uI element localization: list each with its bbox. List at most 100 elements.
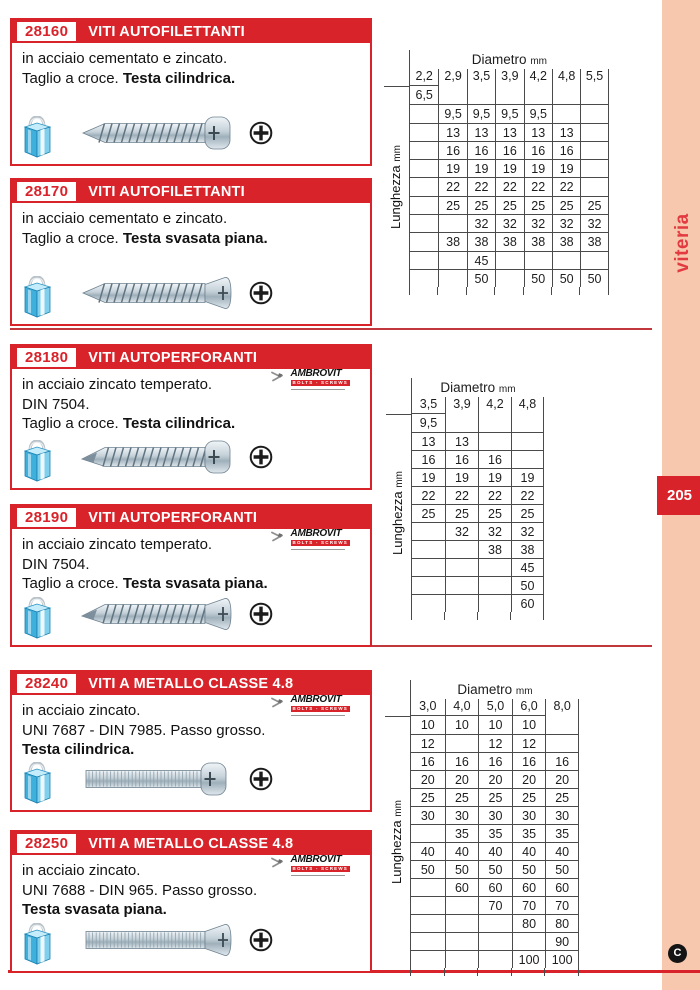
length-value-cell: 16 xyxy=(438,140,467,160)
length-value-cell xyxy=(412,576,445,594)
length-value-cell: 22 xyxy=(438,177,467,196)
package-box-icon xyxy=(22,439,53,482)
diameter-column-header: 4,0 xyxy=(444,699,479,716)
length-value-cell xyxy=(410,232,439,250)
screw-illustration xyxy=(76,917,240,963)
length-value-cell: 25 xyxy=(495,195,524,215)
description-line: in acciaio cementato e zincato. xyxy=(22,210,228,227)
ambrovit-rule xyxy=(290,549,345,550)
diameter-column-header: 5,0 xyxy=(478,699,512,716)
description-line: in acciaio zincato. xyxy=(22,862,141,879)
length-value-cell xyxy=(410,195,439,214)
diameter-column-header: 4,8 xyxy=(551,69,580,86)
length-value-cell: 9,5 xyxy=(523,104,552,123)
description-line: UNI 7688 - DIN 965. Passo grosso. xyxy=(22,881,258,899)
length-value-cell: 25 xyxy=(478,504,511,522)
length-value-cell xyxy=(410,122,439,141)
length-value-cell: 60 xyxy=(444,878,479,896)
phillips-head-icon xyxy=(248,280,274,306)
dimension-table: Lunghezza mm Diametro mm 3,5 3,9 4,2 4,8 9,5 13… xyxy=(386,378,544,620)
table-row: 19 19 19 19 xyxy=(412,468,544,486)
length-value-cell xyxy=(412,558,445,576)
table-row: 45 xyxy=(410,250,609,269)
length-value-cell: 50 xyxy=(466,268,496,288)
ambrovit-wordmark: AMBROVIT xyxy=(290,854,342,865)
table-row: 25 25 25 25 25 25 xyxy=(410,195,609,215)
product-code: 28170 xyxy=(17,182,77,201)
product-card: 28180 VITI AUTOPERFORANTI in acciaio zin… xyxy=(10,344,372,490)
length-value-cell: 12 xyxy=(478,734,512,752)
length-value-cell xyxy=(551,104,581,123)
length-value-cell: 50 xyxy=(511,576,544,594)
description-line: Taglio a croce. Testa cilindrica. xyxy=(22,415,236,432)
ambrovit-tagline: BOLTS - SCREWS xyxy=(290,706,350,712)
length-value-cell xyxy=(478,414,511,432)
length-value-cell: 32 xyxy=(445,522,478,540)
product-code: 28180 xyxy=(17,348,77,367)
length-value-cell: 20 xyxy=(545,770,579,788)
phillips-head-icon xyxy=(248,927,274,953)
length-value-cell: 22 xyxy=(478,486,511,504)
diameter-column-header: 3,5 xyxy=(412,397,445,414)
length-value-cell xyxy=(511,432,544,450)
length-value-cell: 40 xyxy=(444,842,479,860)
length-value-cell xyxy=(445,414,478,432)
length-value-cell: 45 xyxy=(511,558,544,576)
length-value-cell: 25 xyxy=(438,195,467,215)
length-value-cell xyxy=(438,268,467,288)
table-line-extension xyxy=(410,287,609,296)
length-value-cell xyxy=(495,250,524,269)
table-row: 90 xyxy=(411,932,579,950)
ambrovit-rule xyxy=(290,389,345,390)
length-value-cell xyxy=(412,540,445,558)
length-value-cell: 16 xyxy=(545,752,579,770)
length-value-cell: 38 xyxy=(511,540,544,558)
length-value-cell: 60 xyxy=(545,878,579,896)
length-value-cell: 25 xyxy=(551,195,581,215)
length-value-cell: 16 xyxy=(511,752,546,770)
length-value-cell: 30 xyxy=(545,806,579,824)
product-art-row xyxy=(12,430,370,484)
description-line: Testa cilindrica. xyxy=(22,741,135,758)
length-value-cell: 22 xyxy=(445,486,478,504)
diameter-column-header: 4,2 xyxy=(478,397,511,414)
product-title: VITI A METALLO CLASSE 4.8 xyxy=(88,835,294,852)
length-value-cell xyxy=(445,576,478,594)
length-value-cell: 25 xyxy=(444,788,479,806)
table-row: 100 100 xyxy=(411,950,579,968)
table-row: 32 32 32 32 32 xyxy=(410,214,609,233)
table-row: 9,5 xyxy=(412,414,544,432)
ambrovit-screws-icon xyxy=(270,695,288,714)
length-value-cell xyxy=(495,86,523,105)
section-divider xyxy=(10,328,652,330)
length-value-cell: 9,5 xyxy=(495,104,524,123)
length-value-cell: 9,5 xyxy=(419,416,438,430)
length-value-cell: 25 xyxy=(466,195,496,215)
length-value-cell xyxy=(444,896,479,914)
corner-logo-badge: C xyxy=(668,944,687,963)
length-value-cell: 16 xyxy=(411,752,445,770)
length-value-cell xyxy=(410,250,439,269)
dimension-table: Lunghezza mm Diametro mm 2,2 2,9 3,5 3,9 4,2 4,… xyxy=(384,50,609,296)
product-header-bar: 28170 VITI AUTOFILETTANTI xyxy=(12,180,370,203)
length-value-cell: 6,5 xyxy=(415,88,433,102)
diameter-column-header: 3,5 xyxy=(466,69,495,86)
ambrovit-logo: AMBROVIT BOLTS - SCREWS xyxy=(270,695,350,716)
length-value-cell: 35 xyxy=(478,824,512,842)
length-value-cell: 38 xyxy=(580,232,609,251)
length-value-cell xyxy=(580,86,609,105)
product-description: in acciaio zincato. UNI 7688 - DIN 965. P… xyxy=(12,855,370,920)
description-line: UNI 7687 - DIN 7985. Passo grosso. xyxy=(22,721,266,739)
length-value-cell: 35 xyxy=(444,824,479,842)
length-value-cell xyxy=(580,140,609,160)
length-value-cell: 40 xyxy=(478,842,512,860)
table-row: 32 32 32 xyxy=(412,522,544,540)
description-line: Taglio a croce. Testa cilindrica. xyxy=(22,69,236,87)
length-value-cell: 70 xyxy=(478,896,512,914)
length-value-cell: 13 xyxy=(551,122,581,141)
length-value-cell: 50 xyxy=(511,860,546,878)
screw-illustration xyxy=(76,591,240,637)
product-art-row xyxy=(12,266,370,320)
phillips-head-icon xyxy=(248,601,274,627)
ambrovit-tagline: BOLTS - SCREWS xyxy=(290,866,350,872)
